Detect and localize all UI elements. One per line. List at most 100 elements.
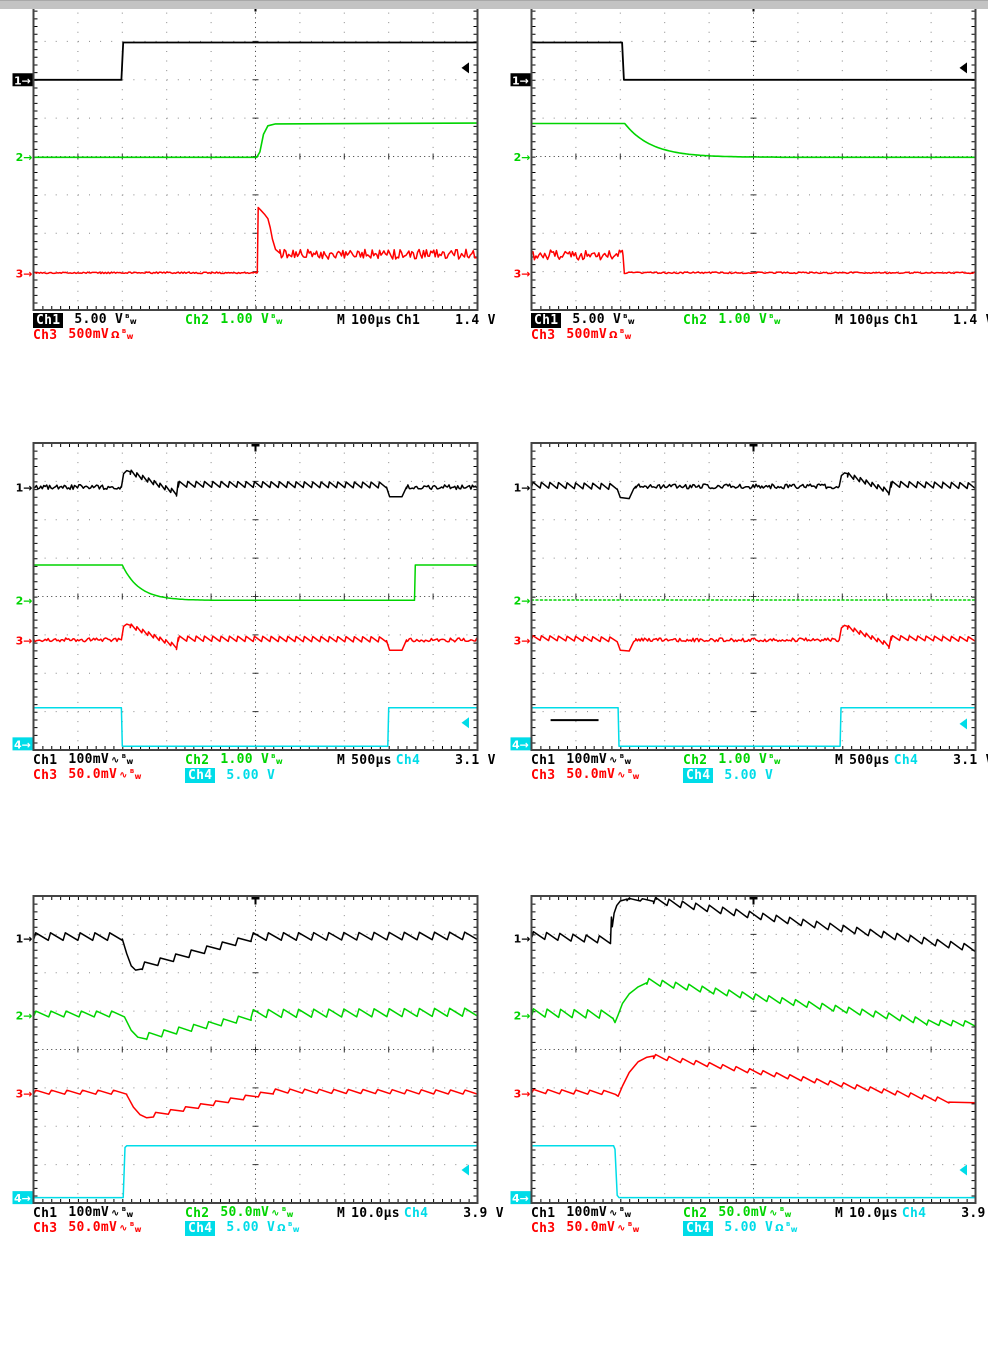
ac-icon: ∿ xyxy=(119,770,128,781)
ch3-ground-marker[interactable]: 3→ xyxy=(514,634,531,647)
ch3-ground-marker[interactable]: 3→ xyxy=(16,1087,33,1100)
ch3-scale-readout: 50.0mV ∿ ᴮw xyxy=(566,1220,640,1235)
ch3-ground-marker[interactable]: 3→ xyxy=(514,1087,531,1100)
ch1-ground-marker[interactable]: 1→ xyxy=(16,932,33,945)
trigger-position-marker[interactable] xyxy=(251,444,260,452)
trigger-level: 1.4 V xyxy=(953,313,988,328)
ch3-trace xyxy=(33,623,478,651)
trigger-position-marker[interactable] xyxy=(251,897,260,905)
ch4-ground-marker[interactable]: 4→ xyxy=(12,737,33,751)
ch4-ground-marker[interactable]: 4→ xyxy=(12,1191,33,1205)
ch4-ground-marker[interactable]: 4→ xyxy=(510,737,531,751)
svg-text:1→: 1→ xyxy=(514,932,531,945)
ch2-ground-marker[interactable]: 2→ xyxy=(16,151,33,164)
ch1-ground-marker[interactable]: 1→ xyxy=(514,482,531,495)
ch1-ground-marker[interactable]: 1→ xyxy=(514,932,531,945)
ohm-icon: Ω xyxy=(609,330,618,341)
bw-icon: ᴮw xyxy=(121,329,134,341)
ch4-label: Ch4 xyxy=(185,768,216,783)
ch3-trace xyxy=(33,1088,478,1119)
timebase-readout: 100µs xyxy=(351,313,392,328)
waveform-display: 1→ 2→ 3→ xyxy=(510,2,977,311)
trigger-level-arrow[interactable] xyxy=(959,718,968,730)
bw-icon: ᴮw xyxy=(121,754,134,766)
bw-icon: ᴮw xyxy=(271,754,284,766)
traces xyxy=(33,469,478,747)
svg-text:4→: 4→ xyxy=(14,738,31,751)
ch1-ground-marker[interactable]: 1→ xyxy=(510,73,531,87)
trigger-level-arrow[interactable] xyxy=(461,717,470,729)
ch1-trace xyxy=(33,931,478,971)
ch1-ground-marker[interactable]: 1→ xyxy=(16,482,33,495)
ch2-readout: Ch2 50.0mV ∿ ᴮw xyxy=(683,1205,835,1222)
ch2-ground-marker[interactable]: 2→ xyxy=(514,594,531,607)
svg-text:3→: 3→ xyxy=(514,1087,531,1100)
ch2-label: Ch2 xyxy=(683,753,708,768)
svg-text:3→: 3→ xyxy=(16,1087,33,1100)
ac-icon: ∿ xyxy=(119,1223,128,1234)
trigger-source: Ch4 xyxy=(403,1206,429,1221)
ch3-trace xyxy=(531,1053,976,1104)
bw-icon: ᴮw xyxy=(125,314,138,326)
ch3-label: Ch3 xyxy=(531,328,556,343)
ch1-label: Ch1 xyxy=(531,753,556,768)
scope-capture-bottom-right: 1→ 2→ 3→ 4→ Ch1 100mV ∿ ᴮw Ch2 50.0mV ∿ ᴮw M 10.0µs Ch… xyxy=(510,894,985,1237)
svg-text:2→: 2→ xyxy=(16,594,33,607)
trigger-level-arrow[interactable] xyxy=(461,62,470,74)
ch3-ground-marker[interactable]: 3→ xyxy=(16,267,33,280)
ch2-ground-marker[interactable]: 2→ xyxy=(16,594,33,607)
trigger-position-marker[interactable] xyxy=(749,444,758,452)
svg-text:2→: 2→ xyxy=(16,1009,33,1022)
ch3-readout: Ch3 50.0mV ∿ ᴮw xyxy=(531,767,683,784)
timebase-mode: M xyxy=(835,753,844,768)
ch4-scale-readout: 5.00 V xyxy=(724,768,774,783)
trigger-level-arrow[interactable] xyxy=(959,1164,968,1176)
bw-icon: ᴮw xyxy=(785,1222,798,1234)
graticule-frame xyxy=(530,442,977,751)
timebase-readout: 10.0µs xyxy=(351,1206,400,1221)
trigger-level-arrow[interactable] xyxy=(461,1164,470,1176)
svg-text:2→: 2→ xyxy=(514,151,531,164)
trigger-position-marker[interactable] xyxy=(749,897,758,905)
ch4-ground-marker[interactable]: 4→ xyxy=(510,1191,531,1205)
ch2-ground-marker[interactable]: 2→ xyxy=(514,1009,531,1022)
ch4-readout: Ch4 5.00 V xyxy=(185,768,337,783)
ch1-scale-readout: 100mV ∿ ᴮw xyxy=(68,752,134,767)
ch2-ground-marker[interactable]: 2→ xyxy=(514,151,531,164)
graticule-frame xyxy=(32,895,479,1204)
horizontal-scrollbar[interactable] xyxy=(0,0,988,9)
ch1-trace xyxy=(531,472,976,500)
bw-icon: ᴮw xyxy=(619,1207,632,1219)
ch2-label: Ch2 xyxy=(683,1206,708,1221)
ac-icon: ∿ xyxy=(609,755,618,766)
ch1-ground-marker[interactable]: 1→ xyxy=(12,73,33,87)
trigger-level: 3.1 V xyxy=(953,753,988,768)
ch3-ground-marker[interactable]: 3→ xyxy=(16,634,33,647)
ch3-readout: Ch3 50.0mV ∿ ᴮw xyxy=(33,1220,185,1237)
ch3-ground-marker[interactable]: 3→ xyxy=(514,267,531,280)
trigger-level: 3.9 V xyxy=(961,1206,986,1221)
ch1-label: Ch1 xyxy=(531,1206,556,1221)
trigger-source: Ch4 xyxy=(901,1206,927,1221)
ch3-label: Ch3 xyxy=(531,768,556,783)
trigger-level-arrow[interactable] xyxy=(959,62,968,74)
ch2-ground-marker[interactable]: 2→ xyxy=(16,1009,33,1022)
ch2-trace xyxy=(33,1007,478,1041)
ch4-trace xyxy=(33,707,478,747)
ch1-label: Ch1 xyxy=(531,313,562,328)
ch4-trace xyxy=(531,1145,976,1199)
svg-text:2→: 2→ xyxy=(16,151,33,164)
bw-icon: ᴮw xyxy=(769,754,782,766)
ch2-trace xyxy=(33,564,478,602)
